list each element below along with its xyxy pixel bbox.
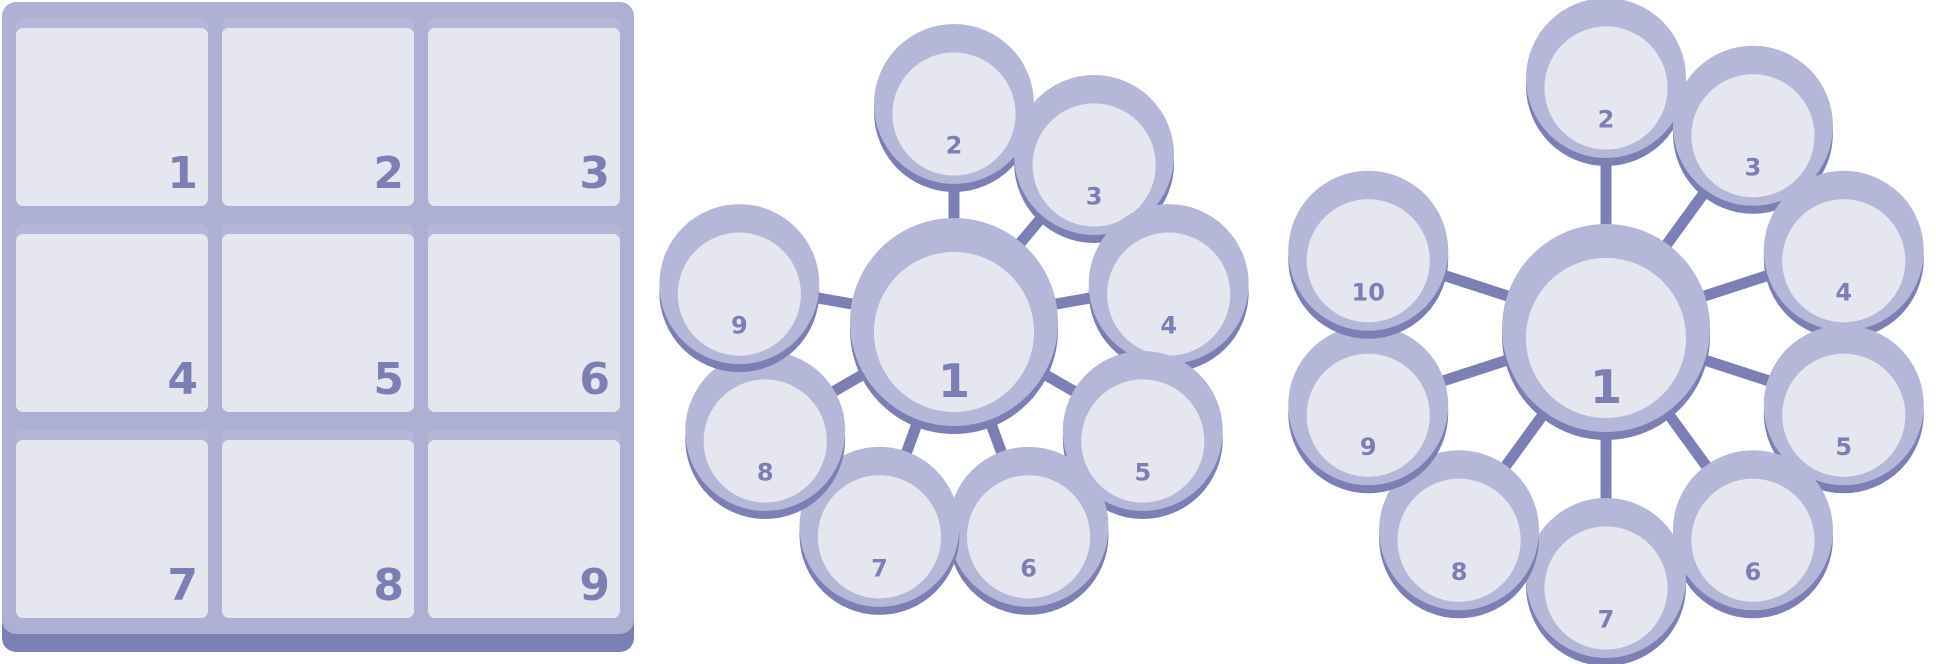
wheel-ten-node-8: 8 [1379, 450, 1540, 619]
circle-face [1397, 478, 1521, 602]
circle-face [1691, 478, 1815, 602]
wheel-nine-node-4: 4 [1088, 204, 1249, 373]
grid-cell-face [428, 440, 620, 618]
circle-face [1306, 353, 1430, 477]
grid-cell-face [428, 28, 620, 206]
wheel-ten-node-2: 2 [1526, 0, 1686, 166]
circle-number: 10 [1352, 278, 1385, 306]
grid-cell-9: 9 [428, 430, 620, 618]
grid-cell-face [222, 28, 414, 206]
grid-cell-6: 6 [428, 224, 620, 412]
grid-cell-number: 1 [167, 148, 198, 199]
wheel-nine-node-7: 7 [799, 446, 960, 615]
circle-face [677, 232, 801, 356]
wheel-ten-node-7: 7 [1526, 498, 1686, 664]
grid-cell-1: 1 [16, 18, 208, 206]
circle-number: 8 [1451, 558, 1468, 586]
grid-cell-number: 9 [579, 560, 610, 611]
grid-cell-face [222, 234, 414, 412]
circle-number: 4 [1835, 278, 1852, 306]
wheel-nine-node-6: 6 [948, 446, 1109, 615]
circle-face [1081, 379, 1205, 503]
grid-cell-number: 7 [167, 560, 198, 611]
circle-number: 5 [1134, 459, 1151, 487]
wheel-ten-hub: 1 [1502, 224, 1710, 440]
grid-cell-number: 5 [373, 354, 404, 405]
grid-cell-2: 2 [222, 18, 414, 206]
wheel-nine-node-9: 9 [659, 204, 820, 373]
wheel-nine-node-8: 8 [685, 351, 846, 519]
grid-cell-7: 7 [16, 430, 208, 618]
grid-cell-face [16, 234, 208, 412]
wheel-ten-node-4: 4 [1763, 170, 1924, 339]
wheel-nine-hub: 1 [850, 218, 1058, 434]
circle-face [1782, 353, 1906, 477]
grid-cell-number: 2 [373, 148, 404, 199]
circle-face [873, 251, 1035, 413]
circle-number: 6 [1745, 558, 1762, 586]
grid-cell-number: 8 [373, 560, 404, 611]
wheel-nine-node-3: 3 [1014, 75, 1175, 244]
circle-number: 5 [1835, 433, 1852, 461]
circle-face [1782, 199, 1906, 323]
grid-cell-number: 3 [579, 148, 610, 199]
grid-panel: 1 2 3 4 5 6 7 8 9 [2, 2, 634, 652]
grid-cell-face [16, 440, 208, 618]
grid-cell-3: 3 [428, 18, 620, 206]
wheel-nine-node-5: 5 [1062, 351, 1223, 519]
circle-face [1691, 74, 1815, 198]
circle-number: 2 [946, 132, 963, 160]
circle-face [1306, 199, 1430, 323]
circle-number: 7 [871, 554, 888, 582]
circle-number: 7 [1598, 606, 1615, 634]
circle-number: 3 [1745, 153, 1762, 181]
circle-face [1544, 26, 1668, 150]
grid-cell-number: 6 [579, 354, 610, 405]
circle-number: 2 [1598, 106, 1615, 134]
wheel-ten-node-9: 9 [1288, 325, 1449, 494]
wheel-ten-node-3: 3 [1672, 45, 1833, 214]
wheel-nine-node-2: 2 [874, 24, 1034, 192]
circle-number: 3 [1086, 183, 1103, 211]
grid-cell-face [428, 234, 620, 412]
wheel-ten-node-10: 10 [1288, 170, 1449, 339]
circle-number: 6 [1020, 554, 1037, 582]
circle-face [966, 475, 1091, 599]
wheel-ten-node-6: 6 [1672, 450, 1833, 619]
circle-number: 9 [731, 312, 748, 340]
circle-face [892, 52, 1016, 176]
circle-face [817, 475, 942, 599]
circle-number: 8 [757, 459, 774, 487]
grid-cell-5: 5 [222, 224, 414, 412]
grid-cell-number: 4 [167, 354, 198, 405]
circle-number: 1 [938, 354, 970, 408]
circle-face [703, 379, 827, 503]
wheel-diagram-ten: 2 3 4 5 6 7 8 9 10 1 [1288, 0, 1924, 664]
circle-face [1544, 526, 1668, 650]
grid-cell-4: 4 [16, 224, 208, 412]
grid-cell-face [16, 28, 208, 206]
grid-cell-8: 8 [222, 430, 414, 618]
circle-face [1032, 103, 1156, 227]
circle-number: 1 [1590, 360, 1622, 414]
circle-number: 4 [1160, 312, 1177, 340]
circle-face [1525, 257, 1687, 419]
circle-number: 9 [1360, 433, 1377, 461]
grid-cell-face [222, 440, 414, 618]
wheel-diagram-nine: 2 3 4 5 6 7 8 9 1 [659, 24, 1249, 615]
wheel-ten-node-5: 5 [1763, 325, 1924, 494]
circle-face [1107, 232, 1231, 356]
